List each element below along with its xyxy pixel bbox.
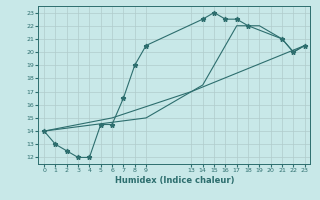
X-axis label: Humidex (Indice chaleur): Humidex (Indice chaleur) xyxy=(115,176,234,185)
